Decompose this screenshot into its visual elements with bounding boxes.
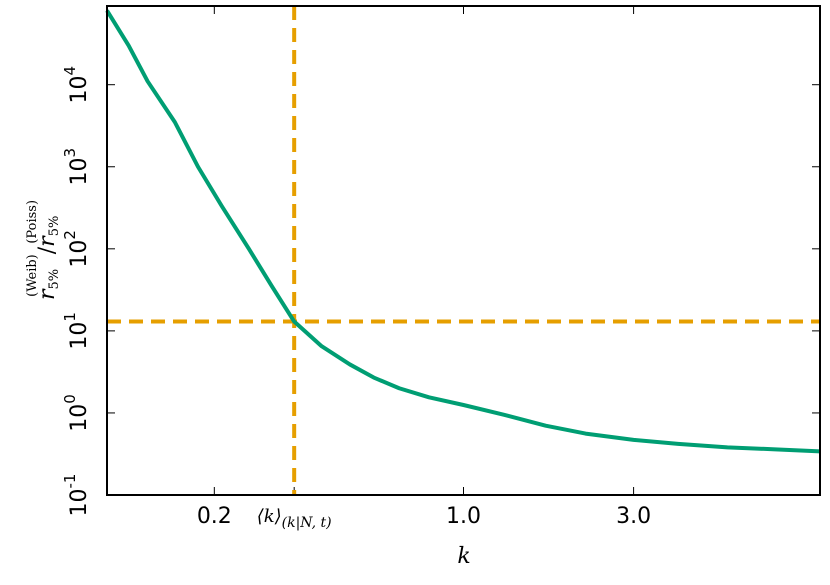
y-tick-base: 10 [67, 322, 92, 350]
x-tick-base: 3.0 [616, 504, 651, 529]
y-tick-base: 10 [67, 240, 92, 268]
y-tick-power: 3 [61, 148, 79, 158]
y-tick-power: 1 [61, 312, 79, 322]
x-tick-base: 1.0 [446, 504, 481, 529]
x-axis-label: k [457, 544, 470, 569]
y-tick-label: 101 [61, 312, 93, 350]
x-tick-label: 1.0 [446, 504, 481, 529]
y-tick-label: 103 [61, 148, 93, 186]
y-tick-power: -1 [61, 474, 79, 489]
x-tick-subscript: (k|N, t) [282, 515, 332, 531]
y-tick-label: 104 [61, 66, 93, 104]
y-tick-base: 10 [67, 488, 92, 516]
y-tick-label: 102 [61, 230, 93, 268]
y-axis-label: r5%(Weib)/r5%(Poiss) [25, 200, 62, 300]
x-tick-base: ⟨k⟩ [257, 506, 282, 527]
y-label-part: / [35, 246, 60, 254]
y-tick-base: 10 [67, 75, 92, 103]
y-tick-power: 2 [61, 230, 79, 240]
y-label-part: r [35, 235, 60, 247]
y-label-part: (Weib) [25, 254, 40, 297]
data-line [105, 9, 821, 454]
x-tick-label: ⟨k⟩(k|N, t) [257, 506, 332, 531]
y-label-part: 5% [47, 269, 62, 290]
x-tick-label: 0.2 [197, 504, 232, 529]
x-tick-label: 3.0 [616, 504, 651, 529]
y-label-part: 5% [47, 216, 62, 237]
y-tick-base: 10 [67, 404, 92, 432]
y-tick-power: 0 [61, 394, 79, 404]
y-tick-base: 10 [67, 158, 92, 186]
y-tick-power: 4 [61, 66, 79, 76]
y-label-part: (Poiss) [25, 200, 40, 244]
y-tick-label: 10-1 [61, 474, 93, 517]
y-label-part: r [35, 288, 60, 300]
x-tick-base: 0.2 [197, 504, 232, 529]
plot-frame [106, 5, 821, 496]
y-tick-label: 100 [61, 394, 93, 432]
